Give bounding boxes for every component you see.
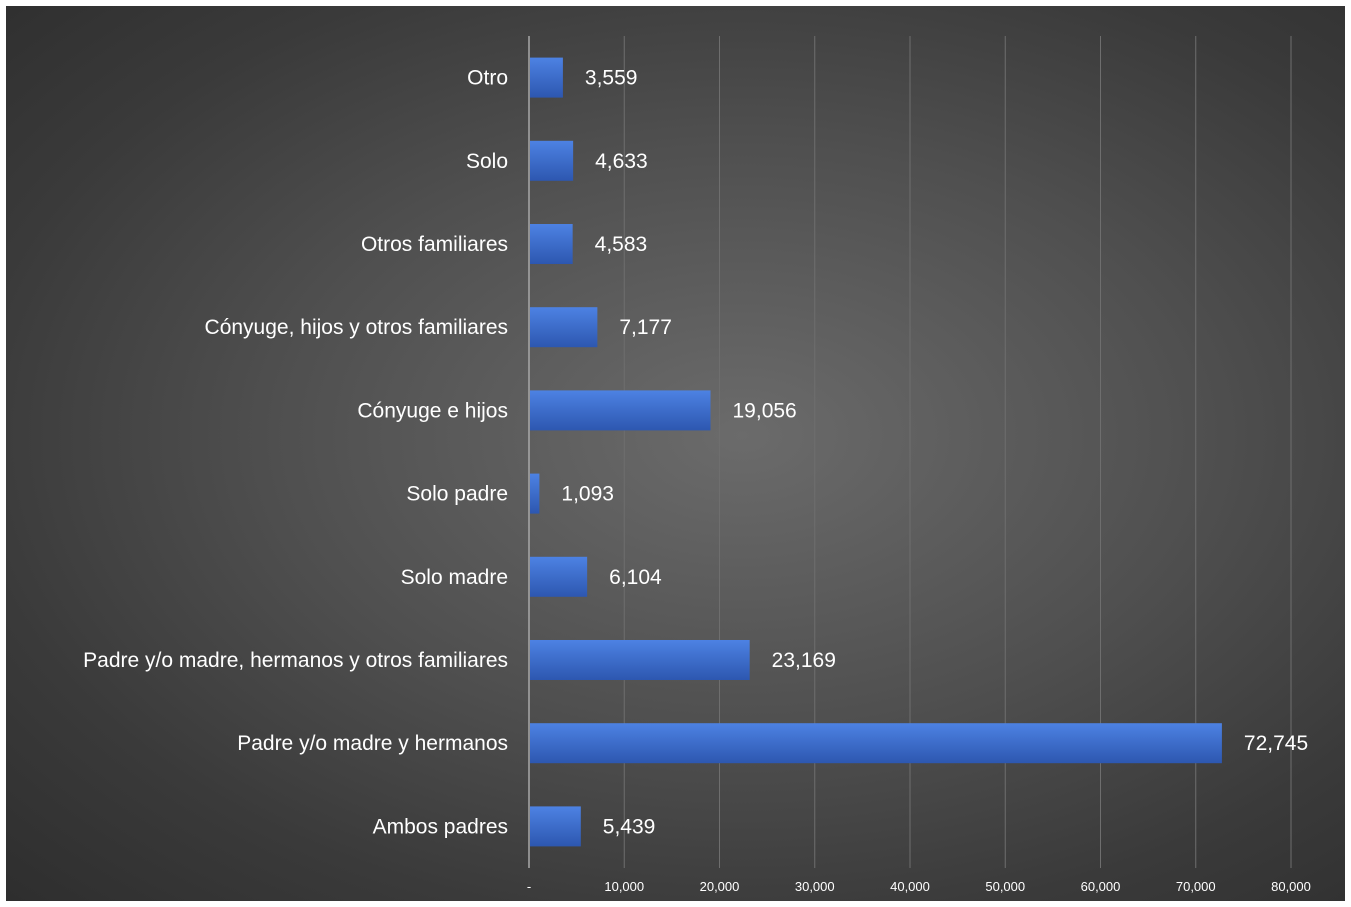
x-tick-label: 10,000 — [604, 879, 644, 894]
x-tick-label: 70,000 — [1176, 879, 1216, 894]
bar — [530, 556, 588, 597]
data-label: 1,093 — [561, 483, 614, 506]
category-label: Solo padre — [406, 483, 508, 506]
data-label: 4,583 — [595, 233, 648, 256]
bar-chart: - 10,000 20,000 30,000 40,000 50,000 60,000 70,… — [83, 36, 1311, 894]
data-label: 4,633 — [595, 150, 648, 173]
category-label: Cónyuge, hijos y otros familiares — [205, 316, 508, 339]
data-label: 6,104 — [609, 566, 662, 589]
bar — [530, 224, 573, 264]
data-label: 72,745 — [1244, 732, 1308, 755]
data-label: 19,056 — [733, 399, 797, 422]
category-label: Otros familiares — [361, 233, 508, 256]
category-label: Padre y/o madre, hermanos y otros famili… — [83, 649, 508, 672]
bar — [530, 57, 563, 98]
data-label: 23,169 — [772, 649, 836, 672]
x-tick-label: - — [527, 879, 531, 894]
bar — [530, 473, 540, 514]
data-label: 5,439 — [603, 815, 656, 838]
category-label: Solo madre — [401, 566, 508, 589]
bar — [530, 390, 711, 431]
gridlines — [623, 36, 1292, 868]
x-tick-label: 20,000 — [700, 879, 740, 894]
category-label: Ambos padres — [373, 815, 508, 838]
data-label: 7,177 — [619, 316, 672, 339]
category-label: Otro — [467, 67, 508, 90]
category-label: Solo — [466, 150, 508, 173]
labels: - 10,000 20,000 30,000 40,000 50,000 60,000 70,… — [83, 67, 1311, 894]
x-tick-label: 40,000 — [890, 879, 930, 894]
bar — [530, 140, 574, 181]
bar — [530, 307, 598, 348]
x-tick-label: 80,000 — [1271, 879, 1311, 894]
bars — [530, 57, 1222, 847]
bar — [530, 640, 750, 680]
x-tick-label: 50,000 — [985, 879, 1025, 894]
bar — [530, 806, 581, 847]
chart-area: - 10,000 20,000 30,000 40,000 50,000 60,000 70,… — [6, 6, 1345, 901]
data-label: 3,559 — [585, 67, 638, 90]
x-tick-label: 60,000 — [1081, 879, 1121, 894]
category-label: Padre y/o madre y hermanos — [237, 732, 508, 755]
category-label: Cónyuge e hijos — [357, 399, 508, 422]
x-tick-label: 30,000 — [795, 879, 835, 894]
bar — [530, 723, 1222, 764]
